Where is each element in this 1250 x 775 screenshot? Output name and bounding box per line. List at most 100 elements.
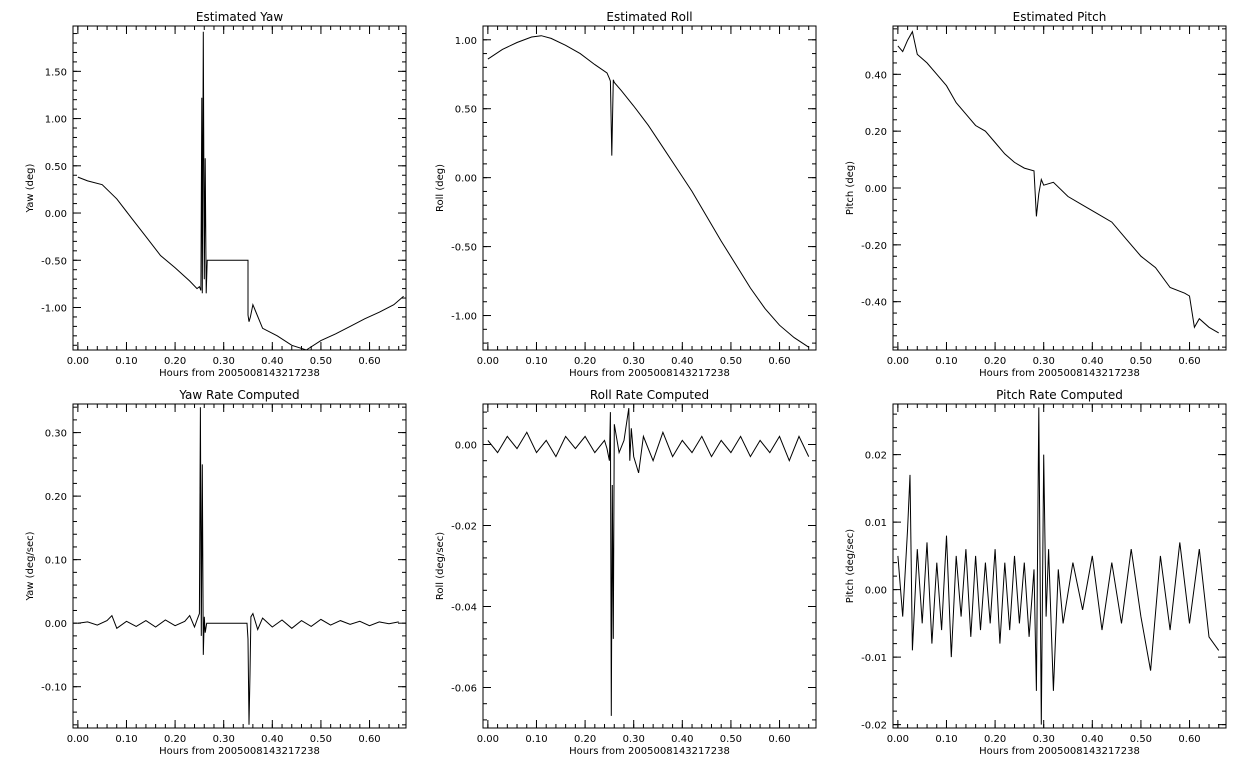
series-line [77, 31, 404, 351]
plot-frame [892, 403, 1227, 729]
chart-title: Pitch Rate Computed [996, 388, 1123, 402]
x-tick-label: 0.60 [358, 734, 380, 745]
x-axis-label: Hours from 2005008143217238 [569, 368, 730, 379]
y-axis-label: Roll (deg) [435, 164, 446, 212]
x-tick-label: 0.10 [525, 734, 547, 745]
series-line [487, 408, 810, 716]
x-tick-label: 0.60 [768, 734, 790, 745]
y-axis-label: Yaw (deg/sec) [25, 531, 36, 601]
x-tick-label: 0.60 [1178, 734, 1200, 745]
chart-title: Estimated Yaw [196, 10, 283, 24]
series-line [897, 407, 1220, 725]
y-axis-label: Pitch (deg) [845, 161, 856, 215]
y-axis-label: Yaw (deg) [25, 163, 36, 213]
series-line [77, 407, 399, 725]
y-tick-label: -0.50 [41, 256, 67, 267]
y-tick-label: 0.01 [865, 518, 887, 529]
x-tick-label: 0.60 [358, 356, 380, 367]
panel-yaw: Estimated Yaw Hours from 2005008143217238… [25, 10, 407, 379]
y-tick-label: 0.00 [45, 619, 67, 630]
x-tick-label: 0.20 [164, 734, 186, 745]
y-tick-label: -0.04 [451, 603, 477, 614]
y-tick-label: 0.40 [865, 70, 887, 81]
x-tick-label: 0.00 [67, 734, 89, 745]
chart-title: Estimated Roll [606, 10, 692, 24]
x-tick-label: 0.40 [671, 356, 693, 367]
series-line [487, 35, 809, 348]
y-tick-label: -0.02 [451, 522, 477, 533]
plot-frame [482, 403, 817, 729]
x-tick-label: 0.40 [261, 356, 283, 367]
x-tick-label: 0.30 [623, 356, 645, 367]
x-tick-label: 0.00 [887, 734, 909, 745]
y-tick-label: 1.00 [455, 36, 477, 47]
x-tick-label: 0.30 [213, 734, 235, 745]
x-tick-label: 0.50 [1130, 356, 1152, 367]
x-tick-label: 0.20 [574, 356, 596, 367]
x-tick-label: 0.40 [671, 734, 693, 745]
x-axis-label: Hours from 2005008143217238 [159, 746, 320, 757]
x-tick-label: 0.50 [720, 734, 742, 745]
plot-frame [72, 25, 407, 351]
x-tick-label: 0.50 [310, 356, 332, 367]
x-tick-label: 0.00 [887, 356, 909, 367]
y-tick-label: -1.00 [451, 312, 477, 323]
y-tick-label: 0.00 [455, 441, 477, 452]
chart-title: Roll Rate Computed [590, 388, 709, 402]
y-tick-label: -1.00 [41, 303, 67, 314]
x-tick-label: 0.10 [115, 356, 137, 367]
y-tick-label: -0.50 [451, 243, 477, 254]
y-tick-label: 0.02 [865, 451, 887, 462]
x-tick-label: 0.20 [984, 734, 1006, 745]
y-tick-label: -0.20 [861, 241, 887, 252]
x-tick-label: 0.40 [1081, 356, 1103, 367]
x-tick-label: 0.20 [574, 734, 596, 745]
y-tick-label: 0.00 [45, 209, 67, 220]
x-tick-label: 0.10 [525, 356, 547, 367]
y-tick-label: 0.50 [455, 105, 477, 116]
panel-roll: Estimated Roll Hours from 200500814321723… [435, 10, 817, 379]
x-tick-label: 0.50 [720, 356, 742, 367]
x-tick-label: 0.00 [477, 356, 499, 367]
x-tick-label: 0.40 [1081, 734, 1103, 745]
x-tick-label: 0.20 [984, 356, 1006, 367]
x-tick-label: 0.50 [310, 734, 332, 745]
x-tick-label: 0.30 [1033, 734, 1055, 745]
x-tick-label: 0.30 [623, 734, 645, 745]
y-tick-label: 0.00 [865, 184, 887, 195]
x-tick-label: 0.50 [1130, 734, 1152, 745]
panel-roll_rate: Roll Rate Computed Hours from 20050081432… [435, 388, 817, 757]
panel-yaw_rate: Yaw Rate Computed Hours from 200500814321… [25, 388, 407, 757]
y-tick-label: 0.00 [865, 586, 887, 597]
x-tick-label: 0.60 [768, 356, 790, 367]
y-tick-label: -0.01 [861, 653, 887, 664]
x-axis-label: Hours from 2005008143217238 [979, 368, 1140, 379]
x-tick-label: 0.00 [67, 356, 89, 367]
x-tick-label: 0.20 [164, 356, 186, 367]
series-line [897, 30, 1219, 334]
x-axis-label: Hours from 2005008143217238 [159, 368, 320, 379]
panel-pitch: Estimated Pitch Hours from 20050081432172… [845, 10, 1227, 379]
y-axis-label: Roll (deg/sec) [435, 532, 446, 600]
x-axis-label: Hours from 2005008143217238 [569, 746, 730, 757]
y-tick-label: 0.20 [45, 492, 67, 503]
y-tick-label: 1.00 [45, 115, 67, 126]
plot-frame [482, 25, 817, 351]
y-tick-label: 0.00 [455, 174, 477, 185]
y-tick-label: 0.10 [45, 556, 67, 567]
y-tick-label: -0.06 [451, 684, 477, 695]
x-axis-label: Hours from 2005008143217238 [979, 746, 1140, 757]
x-tick-label: 0.30 [1033, 356, 1055, 367]
plot-frame [72, 403, 407, 729]
y-tick-label: 0.50 [45, 162, 67, 173]
x-tick-label: 0.00 [477, 734, 499, 745]
y-tick-label: -0.02 [861, 721, 887, 732]
x-tick-label: 0.30 [213, 356, 235, 367]
y-tick-label: 0.30 [45, 429, 67, 440]
x-tick-label: 0.40 [261, 734, 283, 745]
y-tick-label: -0.40 [861, 298, 887, 309]
y-tick-label: -0.10 [41, 683, 67, 694]
x-tick-label: 0.10 [935, 734, 957, 745]
y-axis-label: Pitch (deg/sec) [845, 529, 856, 604]
